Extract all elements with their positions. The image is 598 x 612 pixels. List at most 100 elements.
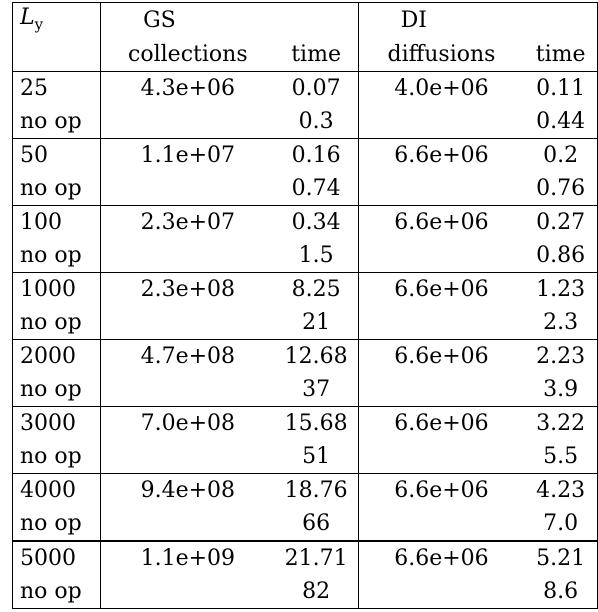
gs-collections-value: 2.3e+07 — [100, 205, 275, 240]
ly-value: 50 — [11, 138, 101, 173]
noop-label: no op — [11, 373, 101, 407]
noop-di-time-value: 2.3 — [524, 306, 598, 340]
noop-gs-time-value: 82 — [302, 578, 331, 604]
gs-collections-value: 1.1e+09 — [100, 540, 275, 576]
ly-value: 2000 — [11, 339, 101, 374]
gs-time-value: 12.68 — [274, 339, 359, 374]
table-row: 5000 1.1e+09 21.71 6.6e+06 5.21 — [11, 540, 598, 576]
noop-di-time-value: 7.0 — [524, 507, 598, 542]
noop-di-diffusions-blank — [357, 440, 525, 474]
table-row: 4000 9.4e+08 18.76 6.6e+06 4.23 — [11, 473, 598, 508]
ly-value: 100 — [11, 205, 101, 240]
noop-gs-collections-blank — [100, 440, 275, 474]
di-diffusions-value: 6.6e+06 — [357, 138, 525, 173]
noop-di-diffusions-blank — [357, 239, 525, 273]
gs-time-value: 0.34 — [274, 205, 359, 240]
di-time-header: time — [524, 39, 598, 72]
noop-di-time-value: 8.6 — [524, 575, 598, 609]
di-diffusions-value: 6.6e+06 — [357, 205, 525, 240]
noop-label: no op — [11, 575, 101, 609]
gs-time-value: 8.25 — [274, 272, 359, 307]
noop-label: no op — [11, 306, 101, 340]
noop-gs-time-value: 51 — [302, 443, 331, 469]
noop-label: no op — [11, 239, 101, 273]
noop-di-diffusions-blank — [357, 373, 525, 407]
noop-di-time-value: 5.5 — [524, 440, 598, 474]
noop-label: no op — [11, 507, 101, 542]
noop-gs-collections-blank — [100, 575, 275, 609]
results-table-body: Ly GS DI collections time diffusions tim… — [11, 2, 598, 609]
noop-gs-collections-blank — [100, 306, 275, 340]
table-row: 100 2.3e+07 0.34 6.6e+06 0.27 — [11, 205, 598, 240]
gs-time-value: 21.71 — [274, 540, 359, 576]
di-diffusions-header: diffusions — [357, 39, 525, 72]
ly-value: 4000 — [11, 473, 101, 508]
table-row: 25 4.3e+06 0.07 4.0e+06 0.11 — [11, 71, 598, 106]
gs-collections-header: collections — [100, 39, 275, 72]
di-time-value: 4.23 — [524, 473, 598, 508]
di-diffusions-value: 6.6e+06 — [357, 473, 525, 508]
gs-collections-value: 1.1e+07 — [100, 138, 275, 173]
gs-time-value: 18.76 — [274, 473, 359, 508]
noop-gs-collections-blank — [100, 507, 275, 542]
ly-header: Ly — [11, 2, 101, 40]
di-time-value: 0.27 — [524, 205, 598, 240]
di-time-value: 1.23 — [524, 272, 598, 307]
noop-gs-collections-blank — [100, 105, 275, 139]
table-row-noop: no op 0.3 0.44 — [11, 105, 598, 139]
table-row: 50 1.1e+07 0.16 6.6e+06 0.2 — [11, 138, 598, 173]
di-time-value: 0.2 — [524, 138, 598, 173]
gs-group-header: GS — [100, 2, 275, 40]
table-row: 3000 7.0e+08 15.68 6.6e+06 3.22 — [11, 406, 598, 441]
noop-label: no op — [11, 105, 101, 139]
noop-gs-collections-blank — [100, 373, 275, 407]
noop-gs-collections-blank — [100, 172, 275, 206]
di-diffusions-value: 6.6e+06 — [357, 272, 525, 307]
noop-gs-time-value: 0.74 — [291, 175, 341, 201]
gs-collections-value: 7.0e+08 — [100, 406, 275, 441]
noop-label: no op — [11, 440, 101, 474]
table-row: 2000 4.7e+08 12.68 6.6e+06 2.23 — [11, 339, 598, 374]
ly-header-blank — [11, 39, 101, 72]
table-row-noop: no op 37 3.9 — [11, 373, 598, 407]
noop-di-time-value: 0.86 — [524, 239, 598, 273]
di-time-value: 3.22 — [524, 406, 598, 441]
noop-gs-time-value: 1.5 — [298, 242, 334, 268]
gs-time-header: time — [291, 42, 341, 68]
noop-gs-time-value: 21 — [302, 309, 331, 335]
noop-di-diffusions-blank — [357, 575, 525, 609]
di-group-spacer — [524, 2, 598, 40]
noop-gs-time-value: 37 — [302, 376, 331, 402]
gs-collections-value: 4.3e+06 — [100, 71, 275, 106]
ly-header-symbol: L — [20, 5, 35, 30]
noop-label: no op — [11, 172, 101, 206]
noop-gs-time-value: 0.3 — [298, 108, 334, 134]
gs-collections-value: 4.7e+08 — [100, 339, 275, 374]
table-row: 1000 2.3e+08 8.25 6.6e+06 1.23 — [11, 272, 598, 307]
di-diffusions-value: 4.0e+06 — [357, 71, 525, 106]
header-row-1: Ly GS DI — [11, 2, 598, 40]
di-group-header: DI — [357, 2, 525, 40]
noop-di-time-value: 3.9 — [524, 373, 598, 407]
di-diffusions-value: 6.6e+06 — [357, 406, 525, 441]
table-row-noop: no op 51 5.5 — [11, 440, 598, 474]
ly-value: 5000 — [11, 540, 101, 576]
gs-group-spacer — [275, 3, 359, 40]
gs-time-value: 0.07 — [274, 71, 359, 106]
di-time-value: 0.11 — [524, 71, 598, 106]
di-time-value: 2.23 — [524, 339, 598, 374]
gs-time-value: 0.16 — [274, 138, 359, 173]
noop-di-diffusions-blank — [357, 105, 525, 139]
header-row-2: collections time diffusions time — [11, 39, 598, 72]
noop-gs-time-value: 66 — [302, 510, 331, 536]
di-time-value: 5.21 — [524, 540, 598, 576]
di-diffusions-value: 6.6e+06 — [357, 339, 525, 374]
noop-di-diffusions-blank — [357, 306, 525, 340]
noop-di-diffusions-blank — [357, 172, 525, 206]
di-diffusions-value: 6.6e+06 — [357, 540, 525, 576]
gs-collections-value: 2.3e+08 — [100, 272, 275, 307]
ly-value: 3000 — [11, 406, 101, 441]
ly-value: 1000 — [11, 272, 101, 307]
table-row-noop: no op 82 8.6 — [11, 575, 598, 609]
table-row-noop: no op 66 7.0 — [11, 507, 598, 542]
